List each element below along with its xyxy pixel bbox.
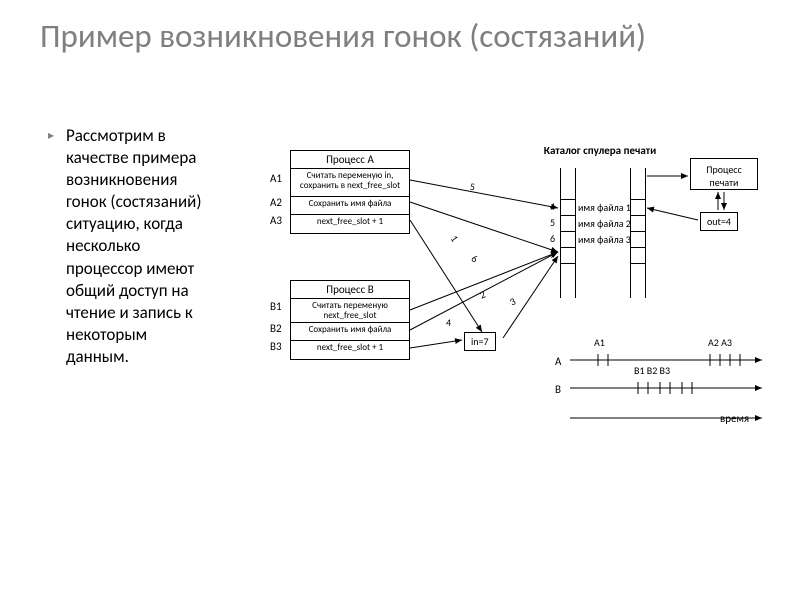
in-box: in=7 [464, 332, 496, 351]
proc-b-row3: next_free_slot + 1 [291, 341, 409, 359]
tick-a1-top: A1 [594, 336, 605, 349]
proc-a-row2: Сохранить имя файла [291, 197, 409, 215]
process-a-table: Процесс A Считать переменую in, сохранит… [290, 150, 410, 234]
spooler-num-4: 4 [550, 200, 555, 213]
label-a2: A2 [270, 196, 282, 209]
timeline-b-label: B [555, 383, 561, 396]
proc-b-header: Процесс B [291, 281, 409, 299]
proc-a-header: Процесс A [291, 151, 409, 169]
label-a1: A1 [270, 172, 282, 185]
time-axis-label: время [720, 412, 749, 425]
slide-title: Пример возникновения гонок (состязаний) [40, 18, 646, 56]
spooler-num-7: 7 [550, 248, 555, 261]
edge-5: 5 [469, 180, 476, 194]
edge-6: 6 [469, 252, 480, 266]
bullet-icon: ▸ [48, 128, 54, 143]
proc-b-row1: Считать переменую next_free_slot [291, 299, 409, 323]
spooler-caption: Каталог спулера печати [540, 144, 660, 157]
race-condition-diagram: Процесс A Считать переменую in, сохранит… [210, 140, 790, 480]
label-b3: B3 [270, 340, 282, 353]
proc-a-row3: next_free_slot + 1 [291, 215, 409, 233]
body-paragraph: Рассмотрим в качестве примера возникнове… [66, 125, 206, 368]
spooler-num-6: 6 [550, 232, 555, 245]
timeline-a-label: A [555, 355, 561, 368]
edge-2: 2 [478, 288, 488, 302]
label-b2: B2 [270, 322, 282, 335]
label-b1: B1 [270, 300, 282, 313]
label-a3: A3 [270, 214, 282, 227]
process-b-table: Процесс B Считать переменую next_free_sl… [290, 280, 410, 360]
file-3: имя файла 3 [578, 233, 631, 246]
tick-b-top: B1 B2 B3 [634, 364, 670, 377]
file-2: имя файла 2 [578, 217, 631, 230]
proc-a-row1: Считать переменую in, сохранить в next_f… [291, 169, 409, 197]
edge-4: 4 [446, 316, 451, 329]
tick-a2a3-top: A2 A3 [708, 336, 732, 349]
print-process-box: Процесс печати [690, 158, 758, 190]
spooler-col-left [560, 168, 576, 298]
edge-3: 3 [507, 295, 518, 309]
spooler-num-5: 5 [550, 216, 555, 229]
proc-b-row2: Сохранить имя файла [291, 323, 409, 341]
spooler-col-right [630, 168, 646, 298]
out-box: out=4 [700, 212, 738, 231]
file-1: имя файла 1 [578, 201, 631, 214]
edge-1: 1 [448, 233, 462, 245]
